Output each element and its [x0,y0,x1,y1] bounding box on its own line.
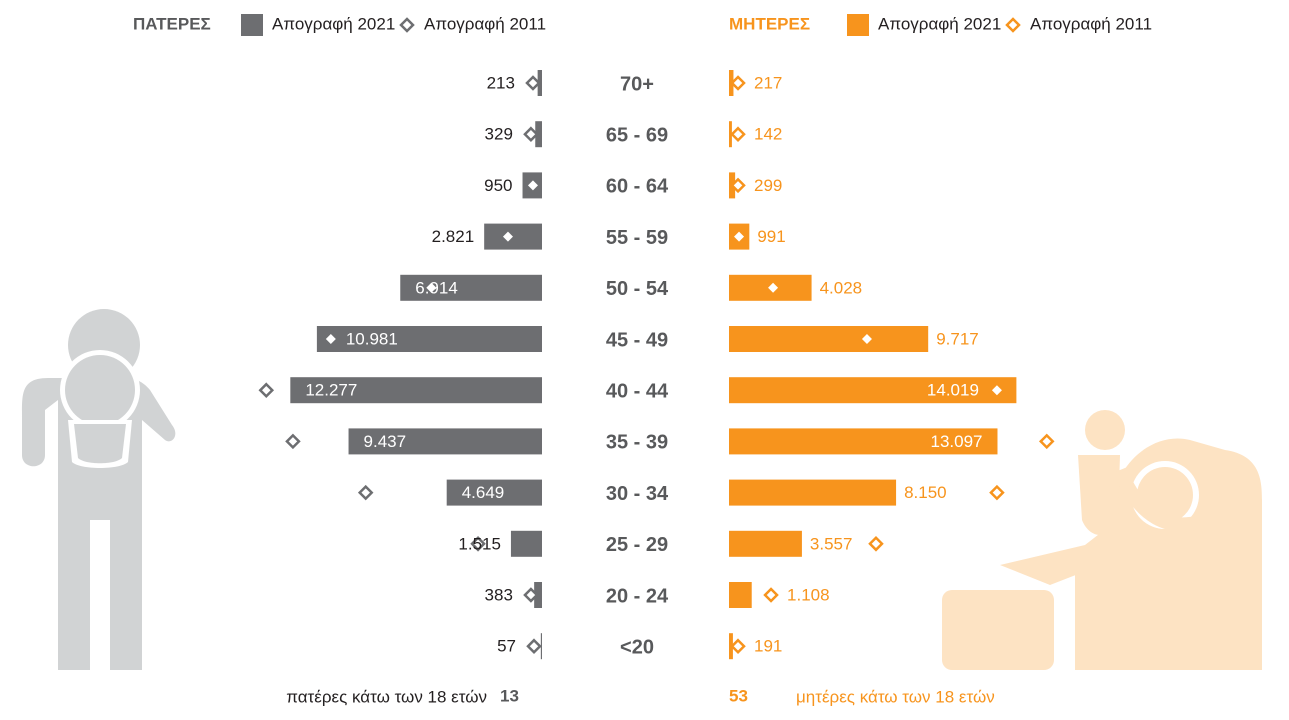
bar [400,274,542,301]
legend-label: Απογραφή 2011 [1030,14,1152,33]
marker-2011 [861,334,872,344]
bar [484,223,542,250]
panel-title: ΠΑΤΕΡΕΣ [133,14,211,33]
value-label: 13.097 [930,432,982,451]
category-label: 45 - 49 [606,329,668,351]
marker-2011 [426,282,437,293]
footer-count: 13 [500,686,519,705]
value-label: 2.821 [432,227,475,246]
value-label: 191 [754,637,782,656]
legend-label: Απογραφή 2021 [878,14,1001,33]
value-label: 14.019 [927,381,979,400]
value-label: 8.150 [904,483,947,502]
value-label: 217 [754,73,782,92]
category-label: 35 - 39 [606,432,668,454]
marker-2011 [1038,433,1055,450]
value-label: 4.028 [820,278,863,297]
mother-illustration [942,410,1262,670]
category-label: 30 - 34 [606,483,669,505]
value-label: 329 [485,125,513,144]
category-label: 20 - 24 [606,585,669,607]
father-illustration [21,309,176,670]
category-label: 70+ [620,73,654,95]
marker-2011 [258,382,275,398]
category-label: 50 - 54 [606,278,669,300]
legend-swatch [847,14,869,36]
marker-2011 [523,126,539,142]
legend-marker [399,17,415,33]
bar [729,582,752,608]
value-label: 10.981 [346,329,398,348]
category-label: 25 - 29 [606,534,668,556]
value-label: 213 [487,73,515,92]
marker-2011 [868,536,884,552]
footer-note: πατέρες κάτω των 18 ετών [286,687,487,706]
value-label: 3.557 [810,534,853,553]
value-label: 142 [754,125,782,144]
legend-label: Απογραφή 2011 [424,14,546,33]
bar [729,479,897,506]
bar [510,530,542,557]
marker-2011 [763,587,779,603]
marker-2011 [285,433,301,450]
category-label: 40 - 44 [606,380,669,402]
legend-swatch [241,14,263,36]
legend-label: Απογραφή 2021 [272,14,395,33]
panel-title: ΜΗΤΕΡΕΣ [729,14,810,33]
value-label: 950 [484,176,512,195]
category-label: <20 [620,636,654,658]
category-label: 60 - 64 [606,176,669,198]
marker-2011 [502,231,513,242]
value-label: 1.108 [787,585,830,604]
bar [290,377,542,404]
value-label: 9.437 [364,432,407,451]
marker-2011 [357,484,374,501]
marker-2011 [730,126,746,142]
marker-2011 [526,638,542,654]
bar [348,428,542,455]
marker-2011 [525,75,541,91]
marker-2011 [989,484,1005,501]
footer-count: 53 [729,686,748,705]
category-label: 55 - 59 [606,227,668,249]
value-label: 9.717 [936,329,979,348]
value-label: 383 [485,585,513,604]
marker-2011 [734,231,745,242]
marker-2011 [325,334,336,344]
marker-2011 [730,177,746,194]
legend-marker [1005,17,1021,33]
value-label: 1.515 [458,534,501,553]
marker-2011 [991,385,1002,396]
bar [446,479,542,506]
marker-2011 [730,638,746,654]
value-label: 6.914 [415,278,458,297]
category-label: 65 - 69 [606,124,668,146]
footer-note: μητέρες κάτω των 18 ετών [796,687,995,706]
value-label: 57 [497,637,516,656]
marker-2011 [523,587,539,603]
bar [729,377,1017,404]
marker-2011 [730,75,746,91]
bar [729,428,998,455]
bar [729,326,929,352]
marker-2011 [768,282,779,293]
value-label: 991 [757,227,785,246]
marker-2011 [470,536,486,552]
bar [316,326,542,352]
value-label: 12.277 [305,381,357,400]
value-label: 299 [754,176,782,195]
marker-2011 [527,180,538,191]
value-label: 4.649 [462,483,505,502]
bar [729,530,802,557]
